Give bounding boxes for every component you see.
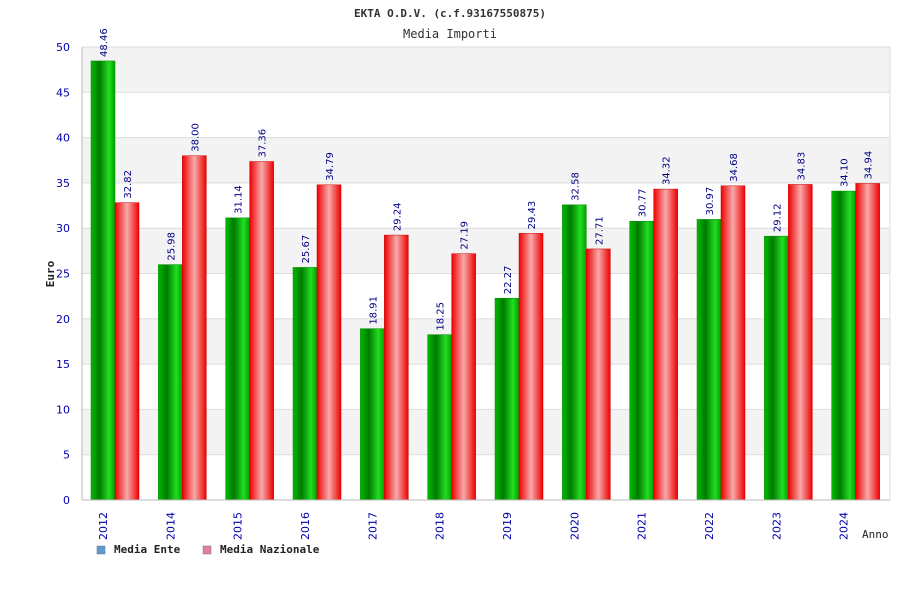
bar-media-nazionale-2017 (384, 234, 409, 501)
data-label: 34.83 (796, 152, 807, 181)
data-label: 34.79 (325, 152, 336, 181)
bar-media-nazionale-2018 (451, 253, 476, 501)
grid-band (82, 273, 890, 319)
x-tick-label: 2015 (232, 512, 245, 540)
grid-band (82, 182, 890, 229)
x-tick-label: 2017 (366, 512, 379, 540)
y-axis-label: Euro (44, 260, 57, 287)
data-label: 29.12 (772, 204, 783, 233)
bar-media-ente-2022 (696, 219, 722, 501)
bar-media-ente-2012 (90, 60, 116, 501)
y-tick-label: 15 (56, 358, 70, 371)
data-label: 34.32 (662, 156, 673, 185)
grid-band (82, 364, 890, 410)
data-label: 18.25 (436, 302, 447, 331)
y-tick-label: 30 (56, 222, 70, 235)
grid-band (82, 318, 890, 365)
x-axis-label: Anno (862, 528, 889, 541)
x-tick-label: 2014 (164, 512, 177, 540)
data-label: 32.82 (123, 170, 134, 199)
x-tick-label: 2012 (97, 512, 110, 540)
legend-label: Media Ente (114, 543, 181, 556)
bar-media-nazionale-2021 (653, 188, 678, 501)
bar-media-ente-2016 (292, 267, 318, 501)
data-label: 18.91 (368, 296, 379, 325)
bar-media-nazionale-2020 (586, 248, 611, 501)
x-tick-label: 2024 (838, 512, 851, 540)
data-label: 32.58 (570, 172, 581, 201)
y-tick-label: 5 (63, 449, 70, 462)
grid-band (82, 228, 890, 274)
legend-swatch (202, 545, 212, 555)
bar-media-ente-2020 (562, 204, 587, 501)
bar-media-nazionale-2023 (788, 184, 813, 501)
legend-swatch (96, 545, 106, 555)
x-tick-label: 2016 (299, 512, 312, 540)
x-tick-label: 2019 (501, 512, 514, 540)
x-tick-label: 2020 (568, 512, 581, 540)
data-label: 27.71 (594, 216, 605, 245)
data-label: 37.36 (258, 129, 269, 158)
data-label: 25.98 (166, 232, 177, 261)
grid-bands (82, 46, 891, 501)
data-label: 34.68 (729, 153, 740, 182)
data-label: 30.97 (705, 187, 716, 216)
bar-media-ente-2019 (494, 297, 520, 501)
x-tick-label: 2022 (703, 512, 716, 540)
data-label: 31.14 (234, 185, 245, 214)
y-tick-label: 50 (56, 41, 70, 54)
bar-media-nazionale-2019 (518, 233, 544, 501)
bar-media-nazionale-2015 (249, 161, 274, 501)
x-tick-label: 2018 (434, 512, 447, 540)
y-axis-ticks: 0 5 10 15 20 25 30 35 40 45 50 (56, 41, 70, 507)
data-label: 22.27 (503, 266, 514, 295)
bar-media-ente-2021 (629, 220, 654, 501)
chart-title: EKTA O.D.V. (c.f.93167550875) (354, 7, 546, 20)
data-label: 29.43 (527, 201, 538, 230)
bar-media-ente-2024 (831, 190, 856, 501)
legend: Media Ente Media Nazionale (96, 543, 320, 556)
data-label: 30.77 (638, 189, 649, 218)
data-label: 27.19 (460, 221, 471, 250)
grid-band (82, 454, 890, 500)
data-label: 34.94 (864, 151, 875, 180)
data-label: 48.46 (99, 28, 110, 57)
x-tick-label: 2023 (770, 512, 783, 540)
bar-media-nazionale-2016 (316, 184, 342, 501)
bar-media-ente-2018 (427, 334, 452, 501)
grid-band (82, 47, 890, 93)
grid-band (82, 92, 890, 138)
grid-band (82, 137, 890, 183)
y-tick-label: 10 (56, 403, 70, 416)
data-label: 25.67 (301, 235, 312, 264)
y-tick-label: 35 (56, 177, 70, 190)
y-tick-label: 20 (56, 313, 70, 326)
data-label: 34.10 (840, 158, 851, 187)
bar-media-ente-2015 (225, 217, 250, 501)
y-tick-label: 0 (63, 494, 70, 507)
chart-subtitle: Media Importi (403, 27, 497, 41)
bar-media-nazionale-2022 (720, 185, 746, 501)
x-axis-ticks: 2012 2014 2015 2016 2017 2018 2019 2020 2021 2022… (97, 512, 851, 540)
bar-media-nazionale-2024 (855, 183, 880, 501)
bars: 48.46 32.82 25.98 38.00 31.14 37.36 25.67 34.79… (90, 28, 880, 501)
y-tick-label: 25 (56, 268, 70, 281)
bar-media-nazionale-2014 (182, 155, 207, 501)
legend-label: Media Nazionale (220, 543, 320, 556)
y-tick-label: 45 (56, 86, 70, 99)
bar-media-ente-2014 (158, 264, 183, 501)
y-tick-label: 40 (56, 132, 70, 145)
grid-band (82, 409, 890, 455)
x-tick-label: 2021 (636, 512, 649, 540)
data-label: 38.00 (190, 123, 201, 152)
data-label: 29.24 (392, 202, 403, 231)
bar-media-ente-2017 (360, 328, 385, 501)
bar-media-ente-2023 (764, 235, 789, 501)
bar-media-nazionale-2012 (114, 202, 140, 501)
